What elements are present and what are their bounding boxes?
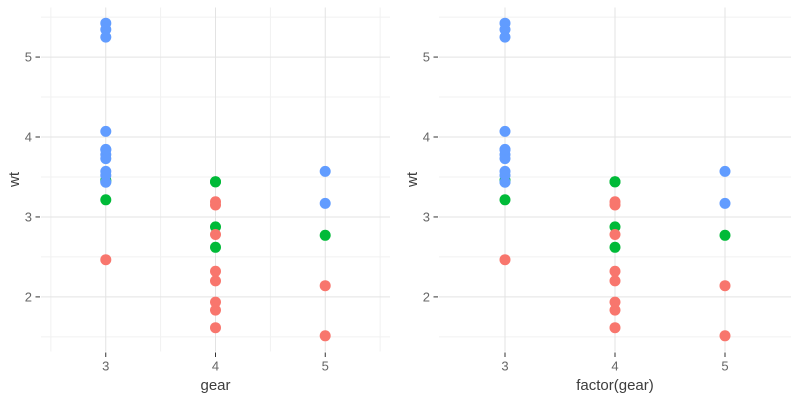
x-tick-label: 5 [721,359,728,374]
data-point [499,31,511,43]
x-tick-label: 3 [102,359,109,374]
y-tick-label: 5 [25,50,32,65]
data-point [210,265,221,277]
data-point [100,254,112,266]
data-point [719,280,731,292]
data-point [210,176,221,188]
data-point [319,229,331,241]
data-point [499,24,511,35]
y-axis-title: wt [404,171,421,188]
right-plot: 3 4 5 2 3 4 5 factor(gear) wt [404,7,791,394]
x-axis-title: factor(gear) [576,377,654,394]
data-point [609,241,621,253]
data-point [100,24,112,35]
data-point [609,221,621,233]
data-point [609,229,621,240]
data-point [210,322,221,334]
data-point [210,275,221,287]
data-point [499,254,511,266]
data-point [100,125,112,137]
data-point [719,330,731,342]
data-point [210,304,221,316]
data-point [210,296,221,308]
data-point [319,197,331,209]
x-tick-label: 3 [501,359,508,374]
data-point [609,265,621,277]
data-point [210,199,221,211]
data-point [499,176,511,188]
data-point [319,280,331,292]
data-point [210,229,221,240]
data-point [609,296,621,308]
data-point [609,322,621,334]
data-point [210,241,221,253]
data-point [319,165,331,177]
y-tick-label: 4 [423,130,430,145]
left-plot: 3 4 5 2 3 4 5 gear wt [6,7,390,394]
y-tick-label: 3 [25,209,32,224]
data-point [100,176,112,188]
data-point [609,199,621,211]
y-tick-label: 5 [423,50,430,65]
data-point [319,330,331,342]
data-point [719,165,731,177]
data-point [499,194,511,206]
y-tick-label: 2 [25,289,32,304]
data-point [719,229,731,241]
data-point [100,194,112,206]
data-point [210,221,221,233]
data-point [609,275,621,287]
y-tick-label: 4 [25,130,32,145]
data-point [100,31,112,43]
x-tick-label: 4 [611,359,618,374]
x-tick-label: 4 [212,359,219,374]
y-tick-label: 2 [423,289,430,304]
x-axis-title: gear [200,377,230,394]
x-tick-label: 5 [322,359,329,374]
data-point [609,176,621,188]
y-tick-label: 3 [423,209,430,224]
data-point [719,197,731,209]
data-point [499,125,511,137]
y-axis-title: wt [6,171,23,188]
data-point [499,143,511,155]
data-point [609,304,621,316]
data-point [100,143,112,155]
